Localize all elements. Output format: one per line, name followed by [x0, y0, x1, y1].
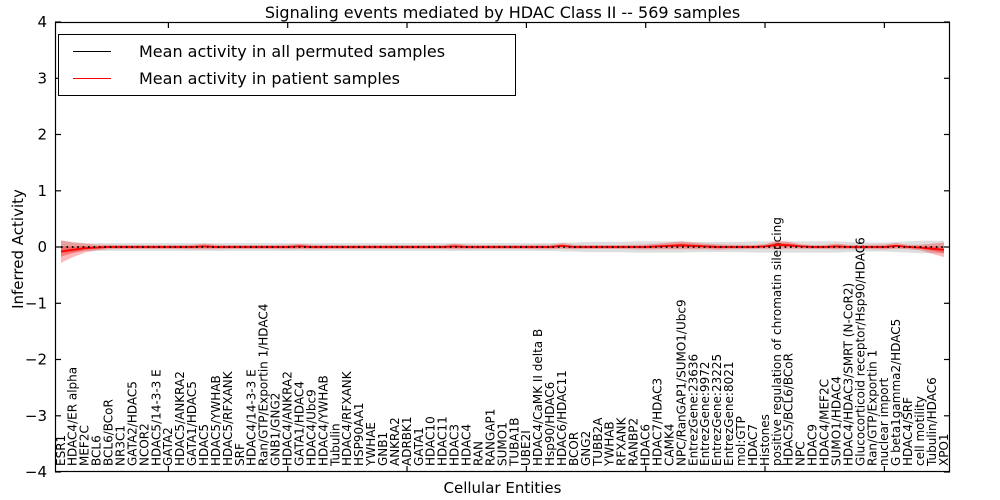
x-tick-label: positive regulation of chromatin silenci…	[770, 217, 784, 466]
x-tick-label: HDAC5	[197, 424, 211, 466]
x-tick-label: BCL6	[90, 435, 104, 466]
x-tick-label: HDAC5/RFXANK	[221, 370, 235, 466]
x-tick-label: Ran/GTP/Exportin 1	[865, 350, 879, 466]
x-tick-label: NPC	[794, 441, 808, 466]
x-tick-label: BCL6/BCoR	[102, 399, 116, 466]
x-tick-label: HDAC5/BCL6/BCoR	[782, 353, 796, 466]
x-tick-label: HSP90AA1	[352, 402, 366, 466]
legend-label-permuted: Mean activity in all permuted samples	[139, 41, 446, 61]
legend-entry-permuted: Mean activity in all permuted samples	[59, 38, 515, 64]
chart-title: Signaling events mediated by HDAC Class …	[264, 3, 741, 22]
x-tick-label: mol:GTP	[734, 416, 748, 466]
x-tick-label: GNB1/GNG2	[269, 393, 283, 466]
x-tick-label: RANBP2	[627, 418, 641, 466]
legend-entry-patient: Mean activity in patient samples	[59, 66, 515, 92]
x-tick-label: Glucocorticoid receptor/Hsp90/HDAC6	[853, 237, 867, 466]
x-tick-label: GATA2	[161, 427, 175, 466]
y-tick-label: −2	[25, 351, 47, 369]
x-tick-label: GATA1/HDAC4	[292, 381, 306, 466]
x-tick-label: EntrezGene:9972	[698, 362, 712, 467]
x-tick-label: GNB1	[376, 432, 390, 466]
x-tick-label: HDAC11	[436, 416, 450, 466]
x-tick-label: HDAC6	[639, 424, 653, 466]
x-tick-label: HDAC4	[460, 424, 474, 466]
x-tick-label: CAMK4	[662, 424, 676, 466]
x-tick-label: EntrezGene:23225	[710, 354, 724, 466]
x-tick-label: GATA1/HDAC5	[185, 381, 199, 466]
x-tick-label: Ran/GTP/Exportin 1/HDAC4	[257, 304, 271, 466]
x-tick-label: HDAC6/HDAC11	[555, 370, 569, 466]
patient-line-swatch	[73, 78, 111, 80]
x-tick-label: HDAC4/ANKRA2	[281, 371, 295, 466]
x-tick-label: HDAC4/ER alpha	[66, 367, 80, 466]
x-tick-label: UBE2I	[519, 430, 533, 466]
x-tick-label: GNG2	[579, 431, 593, 466]
x-tick-label: NCOR2	[137, 423, 151, 466]
x-tick-label: RANGAP1	[483, 409, 497, 466]
x-tick-label: cell motility	[913, 396, 927, 466]
x-tick-label: ADRBK1	[400, 416, 414, 466]
x-tick-label: HDAC4/CaMK II delta B	[531, 329, 545, 466]
y-tick-label: −4	[25, 463, 47, 481]
x-tick-label: MEF2C	[78, 425, 92, 466]
y-tick-label: 0	[37, 238, 47, 256]
permuted-line-swatch	[73, 50, 111, 52]
x-tick-label: Histones	[758, 414, 772, 466]
x-tick-label: nuclear import	[877, 377, 891, 466]
x-tick-label: SRF	[233, 443, 247, 466]
x-tick-label: HDAC9	[806, 424, 820, 466]
x-tick-label: G beta1gamma2/HDAC5	[889, 319, 903, 466]
x-tick-label: HDAC5/ANKRA2	[173, 371, 187, 466]
x-tick-label: BCOR	[567, 432, 581, 466]
x-tick-label: ESR1	[54, 435, 68, 466]
x-tick-label: HDAC7	[746, 424, 760, 466]
x-tick-label: TUBA1B	[507, 418, 521, 467]
x-tick-label: EntrezGene:8021	[722, 362, 736, 467]
x-tick-label: SUMO1	[495, 422, 509, 466]
y-tick-label: 2	[37, 126, 47, 144]
x-tick-label: HDAC4/HDAC3/SMRT (N-CoR2)	[841, 283, 855, 466]
x-tick-label: HDAC4/14-3-3 E	[245, 369, 259, 466]
x-tick-label: GATA1	[412, 427, 426, 466]
legend-label-patient: Mean activity in patient samples	[139, 69, 400, 89]
x-tick-label: NR3C1	[113, 425, 127, 466]
y-tick-label: 3	[37, 69, 47, 87]
y-tick-label: −3	[25, 407, 47, 425]
x-tick-label: HDAC4/MEF2C	[818, 379, 832, 466]
x-tick-label: YWHAB	[603, 421, 617, 467]
x-tick-label: Tubulin	[328, 423, 342, 467]
x-tick-label: HDAC10	[424, 416, 438, 466]
x-tick-label: HDAC4/YWHAB	[316, 375, 330, 466]
x-tick-label: YWHAE	[364, 422, 378, 467]
x-tick-label: RFXANK	[615, 416, 629, 466]
x-tick-label: TUBB2A	[591, 417, 605, 467]
x-tick-label: HDAC4/Ubc9	[304, 389, 318, 466]
y-tick-label: −1	[25, 294, 47, 312]
x-tick-label: GATA2/HDAC5	[125, 381, 139, 466]
x-tick-label: HDAC5/YWHAB	[209, 375, 223, 466]
legend: Mean activity in all permuted samples Me…	[58, 34, 516, 96]
x-tick-label: EntrezGene:23636	[686, 354, 700, 466]
x-tick-label: HDAC5/14-3-3 E	[149, 369, 163, 466]
x-tick-label: ANKRA2	[388, 417, 402, 466]
x-tick-label: XPO1	[937, 433, 951, 466]
y-tick-label: 1	[37, 182, 47, 200]
x-tick-label: RAN	[471, 441, 485, 466]
x-tick-label: Hsp90/HDAC6	[543, 382, 557, 466]
x-tick-label: HDAC4/RFXANK	[340, 370, 354, 466]
x-tick-label: HDAC3	[448, 424, 462, 466]
y-tick-label: 4	[37, 13, 47, 31]
x-tick-label: Tubulin/HDAC6	[925, 377, 939, 467]
x-tick-label: NPC/RanGAP1/SUMO1/Ubc9	[674, 299, 688, 466]
patient-std-band-outer	[61, 240, 944, 263]
x-tick-label: HDAC7/HDAC3	[650, 378, 664, 466]
x-axis-label: Cellular Entities	[443, 479, 562, 497]
x-tick-label: HDAC4/SRF	[901, 397, 915, 466]
x-tick-label: SUMO1/HDAC4	[829, 376, 843, 466]
